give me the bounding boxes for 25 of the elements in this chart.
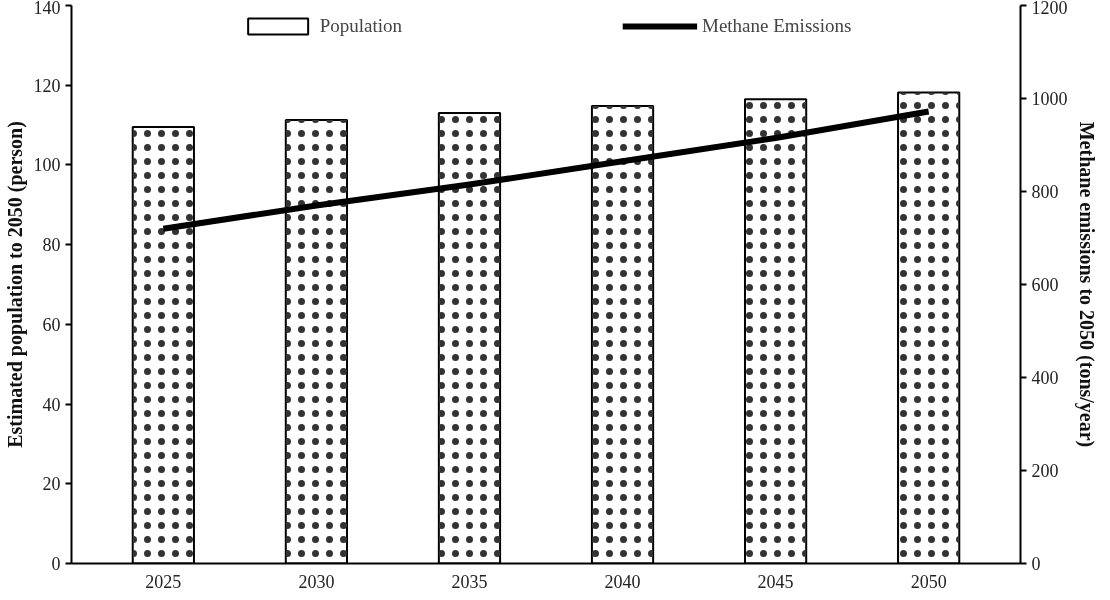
y-tick-label: 80 [42,235,61,256]
x-tick-label: 2030 [298,571,335,592]
y-tick-label: 40 [42,394,61,415]
y-tick-label: 0 [51,554,61,574]
y-tick-label: 20 [42,474,61,495]
y-tick-label: 120 [33,75,61,96]
y2-tick-label: 1000 [1031,89,1068,109]
x-tick-label: 2050 [910,571,947,592]
y2-axis-title: Methane emissions to 2050 (tons/year) [1074,121,1098,448]
y-tick-label: 140 [33,0,61,18]
x-tick-label: 2045 [757,571,794,592]
legend-label: Methane Emissions [701,15,852,37]
y2-tick-label: 200 [1031,461,1059,481]
legend-label: Population [319,15,402,37]
y2-tick-label: 600 [1031,275,1059,295]
y2-tick-label: 1200 [1031,0,1068,18]
y2-tick-label: 400 [1031,368,1059,388]
x-tick-label: 2040 [604,571,641,592]
y-tick-label: 100 [33,155,61,176]
x-tick-label: 2025 [145,571,182,592]
y2-tick-label: 800 [1031,182,1059,202]
x-tick-label: 2035 [451,571,488,592]
y-tick-label: 60 [42,314,61,335]
y-axis-title: Estimated population to 2050 (person) [3,121,27,448]
y2-tick-label: 0 [1031,554,1041,574]
